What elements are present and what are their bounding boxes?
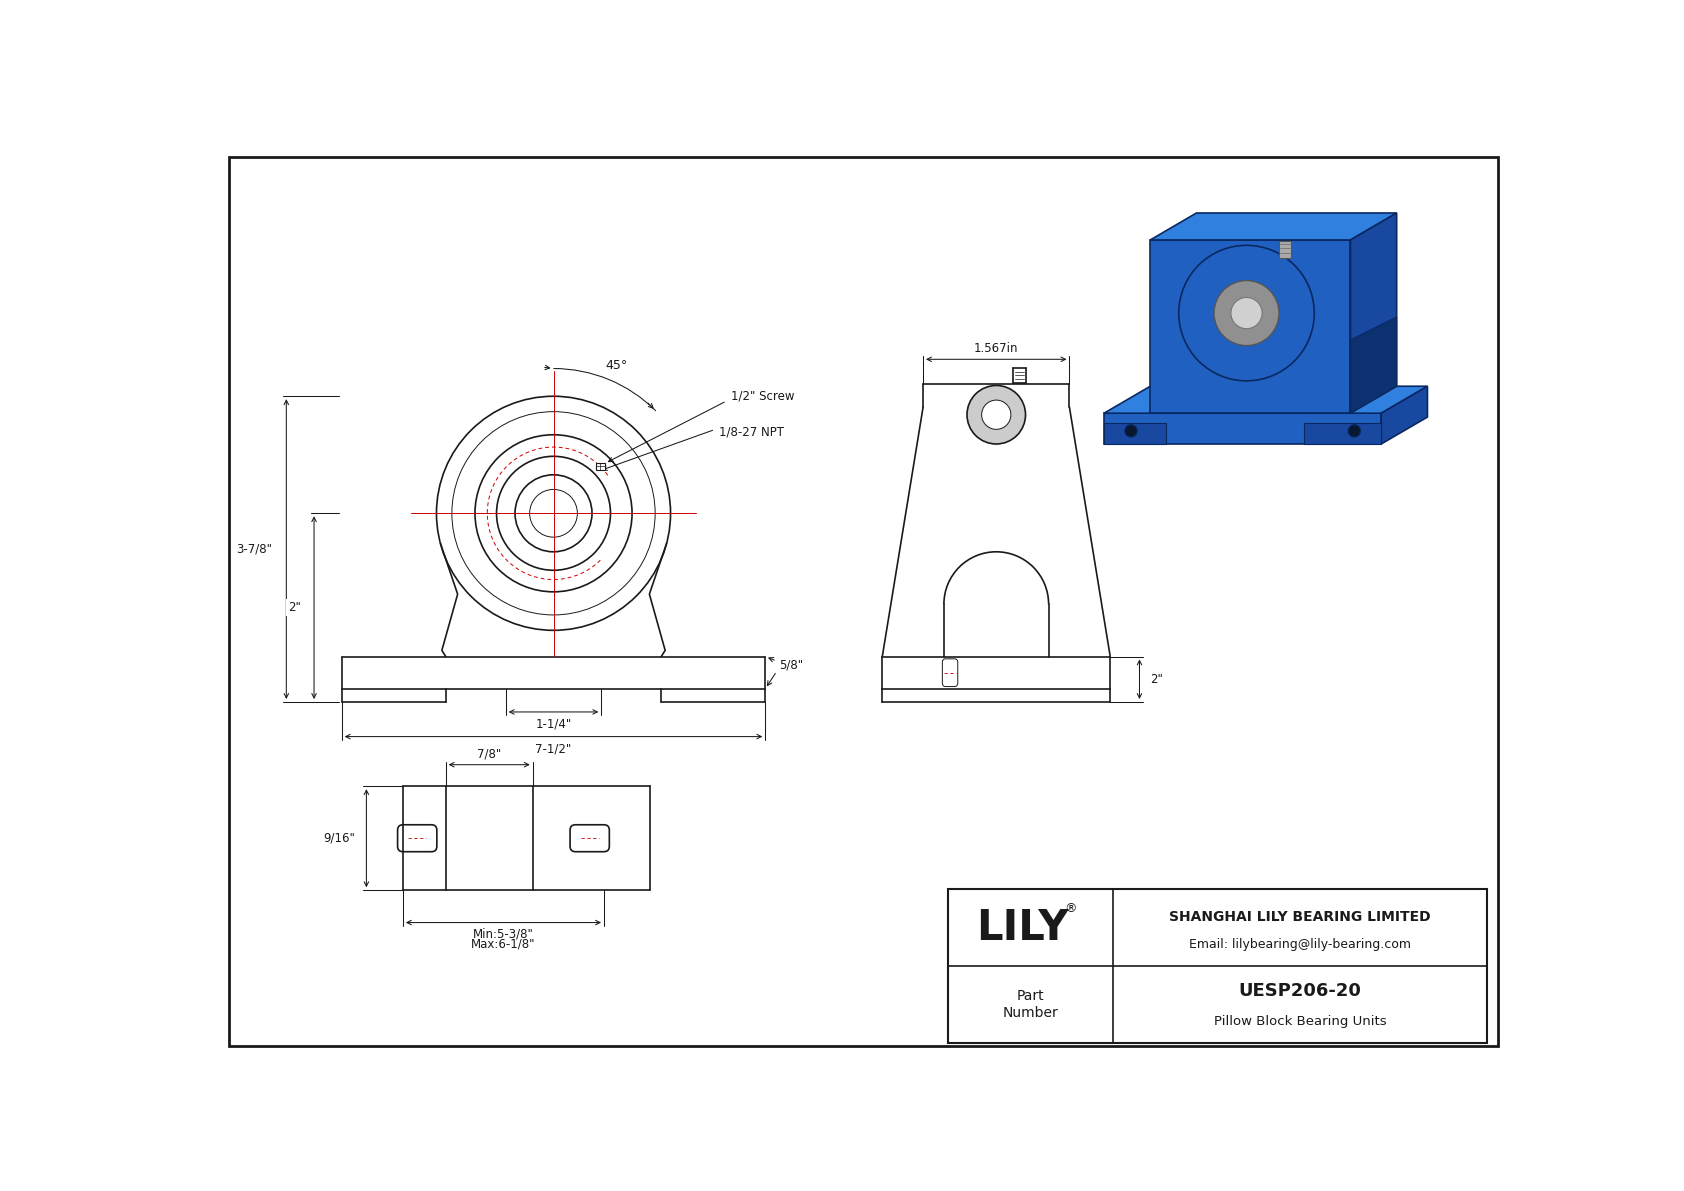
Polygon shape: [1150, 239, 1351, 413]
Text: Min:5-3/8": Min:5-3/8": [473, 928, 534, 941]
Circle shape: [1349, 425, 1361, 437]
Text: 45°: 45°: [605, 360, 628, 373]
Circle shape: [1125, 425, 1137, 437]
Text: Email: lilybearing@lily-bearing.com: Email: lilybearing@lily-bearing.com: [1189, 939, 1411, 950]
Text: Max:6-1/8": Max:6-1/8": [472, 937, 536, 950]
Text: Part
Number: Part Number: [1002, 990, 1059, 1019]
Polygon shape: [1105, 413, 1381, 444]
Text: 1/2" Screw: 1/2" Screw: [731, 389, 795, 403]
Polygon shape: [1105, 423, 1165, 444]
Polygon shape: [1351, 317, 1396, 413]
Text: 1-1/4": 1-1/4": [536, 718, 571, 731]
Text: ®: ®: [1064, 902, 1076, 915]
Polygon shape: [596, 463, 605, 469]
Text: 7-1/2": 7-1/2": [536, 742, 571, 755]
Text: 7/8": 7/8": [477, 748, 502, 760]
Bar: [948, 888, 1487, 1043]
Circle shape: [1214, 281, 1280, 345]
Text: 2": 2": [288, 601, 301, 615]
Text: SHANGHAI LILY BEARING LIMITED: SHANGHAI LILY BEARING LIMITED: [1169, 910, 1431, 924]
Text: Pillow Block Bearing Units: Pillow Block Bearing Units: [1214, 1015, 1386, 1028]
Bar: [1278, 241, 1292, 257]
Text: 1/8-27 NPT: 1/8-27 NPT: [719, 426, 785, 439]
Text: 2": 2": [1150, 673, 1164, 686]
Polygon shape: [1305, 423, 1381, 444]
Circle shape: [1231, 298, 1261, 329]
Text: LILY: LILY: [977, 906, 1069, 948]
Polygon shape: [1105, 386, 1428, 413]
Polygon shape: [1351, 213, 1396, 413]
Polygon shape: [1381, 386, 1428, 444]
Polygon shape: [1150, 213, 1396, 239]
Circle shape: [982, 400, 1010, 430]
Text: 1.567in: 1.567in: [973, 342, 1019, 355]
Circle shape: [1179, 245, 1314, 381]
Text: 3-7/8": 3-7/8": [236, 543, 273, 555]
Text: 9/16": 9/16": [323, 831, 355, 844]
Text: UESP206-20: UESP206-20: [1239, 981, 1361, 999]
Text: 5/8": 5/8": [780, 659, 803, 672]
Circle shape: [967, 386, 1026, 444]
